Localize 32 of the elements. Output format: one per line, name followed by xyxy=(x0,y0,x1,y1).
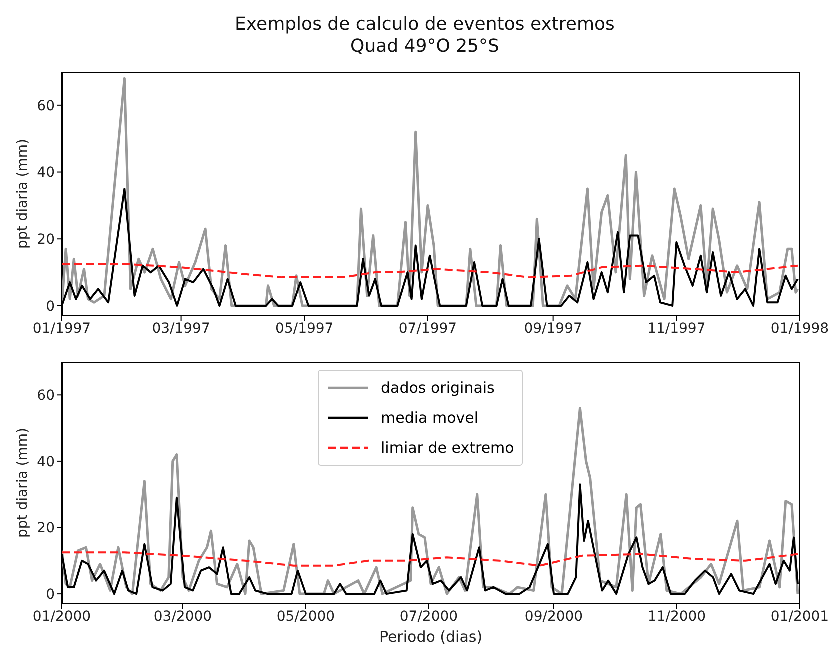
chart-subtitle: Quad 49°O 25°S xyxy=(350,36,500,58)
x-tick-label: 05/2000 xyxy=(276,608,336,625)
x-tick-label: 01/2001 xyxy=(770,608,830,625)
y-tick-label: 60 xyxy=(37,388,55,404)
y-tick-label: 20 xyxy=(37,232,55,248)
line-series xyxy=(62,263,799,279)
x-tick-label: 05/1997 xyxy=(276,320,334,337)
x-tick-label: 09/1997 xyxy=(524,320,582,337)
y-tick-label: 0 xyxy=(46,587,55,604)
x-tick-label: 09/2000 xyxy=(524,608,584,625)
chart-title: Exemplos de calculo de eventos extremos xyxy=(234,14,616,36)
x-tick-label: 01/1998 xyxy=(770,320,830,337)
x-tick-label: 07/1997 xyxy=(398,320,458,337)
x-tick-label: 07/2000 xyxy=(400,608,458,625)
legend-label: limiar de extremo xyxy=(381,439,514,457)
x-tick-label: 11/1997 xyxy=(648,320,706,337)
y-tick-label: 40 xyxy=(37,165,55,182)
x-tick-label: 01/2000 xyxy=(32,608,92,625)
x-tick-label: 11/2000 xyxy=(648,608,706,625)
y-tick-label: 60 xyxy=(37,98,55,114)
y-axis-title: ppt diaria (mm) xyxy=(14,139,31,249)
y-tick-label: 40 xyxy=(37,454,55,470)
x-tick-label: 03/2000 xyxy=(154,608,212,625)
y-tick-label: 0 xyxy=(46,298,55,315)
y-axis-title: ppt diaria (mm) xyxy=(14,428,31,538)
legend-label: dados originais xyxy=(381,379,495,397)
line-series xyxy=(62,552,799,567)
x-tick-label: 03/1997 xyxy=(152,320,210,337)
legend-label: media movel xyxy=(381,409,479,427)
x-tick-label: 01/1997 xyxy=(32,320,92,337)
y-tick-label: 20 xyxy=(37,520,55,537)
x-axis-title: Periodo (dias) xyxy=(379,628,483,646)
